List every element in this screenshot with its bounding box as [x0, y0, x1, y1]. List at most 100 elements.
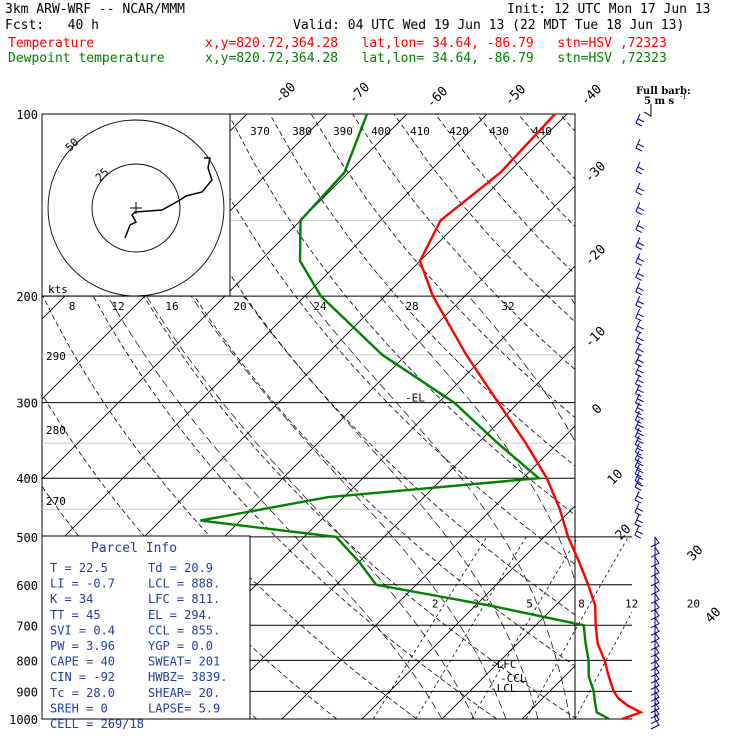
- dry-adiabat-line: [310, 114, 575, 419]
- isotherm-line: [361, 505, 575, 719]
- parcel-level-label: -EL: [405, 391, 425, 404]
- parcel-info-cell: YGP = 0.0: [148, 639, 213, 653]
- temperature-tick-label: -40: [578, 82, 605, 109]
- theta-label: 430: [489, 125, 509, 138]
- wind-barb: [650, 707, 660, 719]
- pressure-tick-label: 600: [16, 579, 38, 593]
- parcel-info-cell: CAPE = 40: [50, 655, 115, 669]
- parcel-info-cell: CIN = -92: [50, 670, 115, 684]
- series-line: [200, 113, 610, 721]
- hodograph-speed-label: 32: [501, 300, 514, 313]
- pressure-tick-label: 100: [16, 108, 38, 122]
- wind-barb: [650, 584, 660, 596]
- isotherm-line: [441, 585, 575, 719]
- hodograph-ring: [91, 163, 181, 253]
- mixing-ratio-line: [372, 536, 488, 719]
- hodograph-speed-label: 8: [69, 300, 76, 313]
- init-time: Init: 12 UTC Mon 17 Jun 13: [507, 2, 711, 17]
- wind-barb: [634, 514, 644, 528]
- theta-label: 400: [371, 125, 391, 138]
- parcel-info-cell: CELL = 269/18: [50, 717, 144, 731]
- parcel-info-cell: SHEAR= 20.: [148, 686, 220, 700]
- wind-barb: [650, 546, 660, 558]
- wind-barb: [634, 525, 644, 539]
- theta-label: 410: [410, 125, 430, 138]
- temperature-tick-label: -50: [502, 82, 529, 109]
- mixing-ratio-line: [471, 536, 579, 719]
- isotherm-line: [42, 114, 488, 560]
- parcel-info-cell: SWEAT= 201: [148, 655, 220, 669]
- wind-barb: [635, 113, 645, 127]
- wind-barb: [635, 295, 644, 309]
- dry-adiabat-line: [186, 114, 575, 565]
- temperature-tick-label: 20: [613, 522, 635, 544]
- dry-adiabat-line: [601, 114, 740, 719]
- wind-barb: [650, 718, 660, 730]
- temperature-legend-label: Temperature: [8, 36, 95, 51]
- wind-barb: [650, 672, 660, 684]
- pressure-tick-label: 900: [16, 685, 38, 699]
- pressure-tick-label: 300: [16, 397, 38, 411]
- wind-barb: [635, 364, 644, 378]
- wind-barb: [635, 282, 644, 296]
- wind-barb: [635, 308, 644, 322]
- temperature-tick-label: 10: [605, 467, 627, 489]
- moist-adiabat-line: [670, 296, 709, 719]
- mixing-ratio-label: 2: [432, 598, 439, 611]
- dry-adiabat-line: [62, 114, 575, 719]
- wind-barb: [650, 632, 660, 644]
- mixing-ratio-line: [415, 536, 527, 719]
- dry-adiabat-line: [434, 114, 575, 275]
- wind-barb: [650, 685, 660, 696]
- wind-barb: [650, 713, 660, 725]
- parcel-info-cell: HWBZ= 3839.: [148, 670, 227, 684]
- isotherm-line: [521, 665, 575, 719]
- parcel-info-title: Parcel Info: [91, 541, 177, 556]
- dewpoint-legend-label: Dewpoint temperature: [8, 51, 165, 66]
- wind-barb: [635, 343, 644, 357]
- pressure-tick-label: 800: [16, 654, 38, 668]
- wind-barb: [634, 411, 644, 424]
- wind-barb: [635, 374, 644, 388]
- wind-barb: [650, 653, 660, 665]
- moist-adiabat-line: [379, 295, 575, 582]
- dry-adiabat-line: [269, 114, 575, 467]
- parcel-info-cell: K = 34: [50, 592, 93, 606]
- temperature-tick-label: -20: [582, 242, 609, 269]
- barb-legend-sample: [643, 104, 652, 117]
- moist-adiabat-line: [243, 295, 539, 719]
- parcel-level-label: -CCL: [500, 672, 527, 685]
- wind-barb: [650, 666, 660, 678]
- model-title: 3km ARW-WRF -- NCAR/MMM: [5, 2, 186, 17]
- pressure-tick-label: 500: [16, 531, 38, 545]
- parcel-info-cell: Tc = 28.0: [50, 686, 115, 700]
- dry-adiabat-line: [352, 114, 575, 371]
- isotherm-line: [201, 345, 575, 719]
- theta-label: 380: [292, 125, 312, 138]
- dry-adiabat-line: [42, 179, 498, 719]
- temperature-tick-label: 40: [703, 605, 725, 627]
- temperature-tick-label: -10: [582, 324, 609, 351]
- hodograph-units-label: kts: [48, 283, 68, 296]
- temperature-tick-label: -80: [272, 80, 299, 107]
- parcel-info-cell: EL = 294.: [148, 608, 213, 622]
- parcel-info-cell: TT = 45: [50, 608, 101, 622]
- hodograph-speed-label: 12: [111, 300, 124, 313]
- wind-barb: [650, 691, 660, 702]
- temperature-tick-label: -70: [346, 80, 373, 107]
- wind-barb: [650, 593, 660, 604]
- wind-barb: [635, 182, 645, 196]
- dry-adiabat-line: [725, 114, 740, 719]
- wind-barb: [650, 646, 660, 658]
- moist-adiabat-line: [107, 295, 443, 719]
- wind-barb: [635, 237, 645, 250]
- wind-barb: [634, 478, 644, 491]
- wind-barb: [635, 138, 645, 152]
- wind-barb: [635, 220, 645, 233]
- parcel-info-cell: PW = 3.96: [50, 639, 115, 653]
- dry-adiabat-line: [227, 114, 575, 516]
- pressure-tick-label: 700: [16, 619, 38, 633]
- wind-barb: [650, 556, 660, 568]
- barb-legend-line2: 5 m s: [644, 96, 675, 107]
